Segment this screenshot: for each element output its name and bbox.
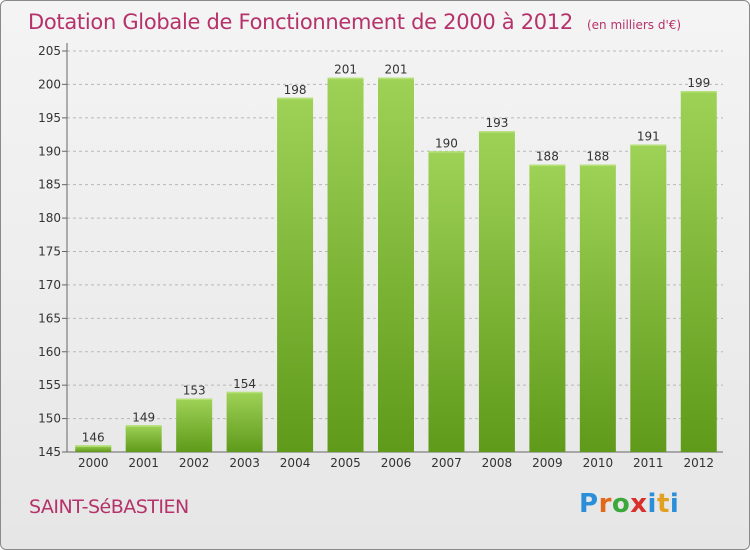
bar-highlight: [680, 91, 717, 93]
data-label-2000: 146: [82, 430, 105, 444]
bar-2009: [529, 164, 566, 452]
bars: [75, 77, 717, 453]
logo-letter: r: [598, 489, 612, 519]
bar-2010: [579, 164, 616, 452]
bar-highlight: [226, 391, 263, 394]
y-tick-label: 180: [38, 211, 61, 225]
chart-unit: (en milliers d'€): [586, 18, 682, 32]
bar-highlight: [75, 445, 112, 447]
bar-2011: [630, 144, 667, 453]
data-label-2008: 193: [485, 116, 508, 130]
logo-letter: i: [669, 489, 680, 519]
x-tick-label-2009: 2009: [532, 456, 563, 470]
commune-name: SAINT-SéBASTIEN: [29, 496, 189, 518]
x-tick-label-2004: 2004: [280, 456, 311, 470]
bar-highlight: [428, 151, 465, 153]
bar-2005: [327, 77, 364, 452]
y-tick-label: 150: [38, 412, 61, 426]
bar-highlight: [529, 164, 566, 167]
bar-2000: [75, 445, 112, 452]
x-tick-label-2011: 2011: [633, 456, 664, 470]
bar-2002: [176, 398, 213, 452]
data-label-2006: 201: [385, 63, 408, 77]
data-label-2007: 190: [435, 136, 458, 150]
bar-2004: [277, 97, 314, 453]
data-label-2003: 154: [233, 377, 256, 391]
x-tick-label-2008: 2008: [482, 456, 513, 470]
logo-letter: P: [579, 489, 599, 519]
bar-2007: [428, 151, 465, 452]
y-tick-label: 155: [38, 378, 61, 392]
y-tick-label: 205: [38, 44, 61, 58]
logo-letter: o: [611, 489, 631, 519]
data-label-2011: 191: [637, 130, 660, 144]
y-tick-label: 170: [38, 278, 61, 292]
bar-highlight: [630, 144, 667, 147]
bar-highlight: [176, 398, 213, 401]
data-label-2001: 149: [132, 410, 155, 424]
bar-2001: [125, 425, 162, 452]
x-tick-label-2002: 2002: [179, 456, 210, 470]
x-tick-label-2006: 2006: [381, 456, 412, 470]
y-tick-label: 185: [38, 178, 61, 192]
bar-2003: [226, 391, 263, 452]
labels: 145 150 155 160 165 170 175 180 185 190 195 200 205 1…: [38, 44, 714, 470]
x-tick-label-2010: 2010: [583, 456, 614, 470]
data-label-2012: 199: [687, 76, 710, 90]
bar-highlight: [277, 97, 314, 100]
y-tick-label: 160: [38, 345, 61, 359]
data-label-2010: 188: [586, 150, 609, 164]
x-tick-label-2001: 2001: [128, 456, 159, 470]
x-tick-label-2007: 2007: [431, 456, 462, 470]
data-label-2002: 153: [183, 384, 206, 398]
bar-2008: [478, 131, 515, 452]
bar-2006: [378, 77, 414, 452]
logo-letter: i: [647, 489, 657, 519]
bar-highlight: [478, 131, 515, 133]
y-tick-label: 165: [38, 311, 61, 325]
bar-2012: [680, 91, 717, 452]
bar-highlight: [378, 77, 414, 80]
proxiti-logo: Proxiti: [579, 489, 679, 519]
logo-letter: x: [630, 489, 648, 519]
y-tick-label: 200: [38, 77, 61, 91]
logo-letter: t: [656, 489, 670, 519]
chart-title-text: Dotation Globale de Fonctionnement de 20…: [28, 10, 573, 34]
x-tick-label-2000: 2000: [78, 456, 109, 470]
chart-title: Dotation Globale de Fonctionnement de 20…: [28, 8, 681, 39]
y-tick-label: 190: [38, 144, 61, 158]
x-tick-label-2003: 2003: [229, 456, 260, 470]
bar-highlight: [125, 425, 162, 427]
x-tick-label-2005: 2005: [330, 456, 361, 470]
x-tick-label-2012: 2012: [683, 456, 714, 470]
bar-highlight: [327, 77, 364, 80]
bar-highlight: [579, 164, 616, 167]
y-tick-label: 195: [38, 111, 61, 125]
data-label-2005: 201: [334, 63, 357, 77]
data-label-2004: 198: [284, 83, 307, 97]
y-tick-label: 145: [38, 445, 61, 459]
data-label-2009: 188: [536, 150, 559, 164]
y-tick-label: 175: [38, 245, 61, 259]
